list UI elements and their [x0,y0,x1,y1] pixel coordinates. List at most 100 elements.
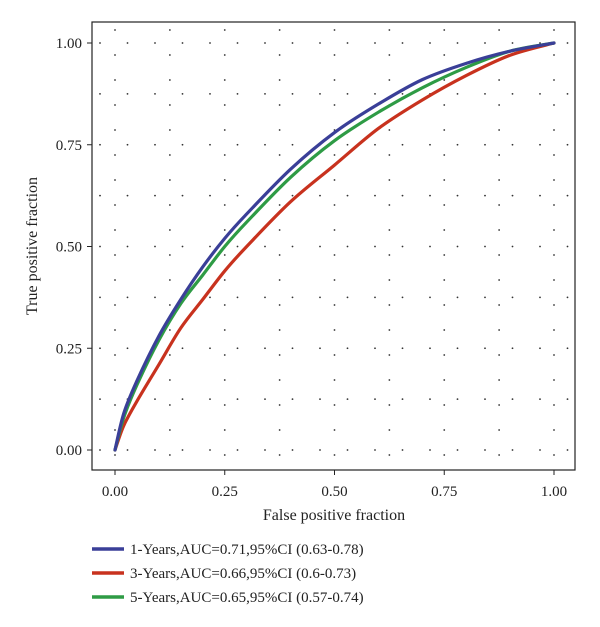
grid-dot [401,92,404,95]
grid-dot [168,429,171,431]
grid-dot [498,229,501,231]
grid-dot [154,398,156,401]
grid-dot [511,245,514,248]
grid-dot [236,398,239,401]
grid-dot [278,379,281,381]
grid-dot [539,42,541,44]
grid-dot [511,398,514,401]
grid-dot [278,54,281,56]
grid-dot [374,42,376,44]
grid-dot [319,347,321,350]
grid-dot [443,54,446,56]
grid-dot [429,143,431,146]
grid-dot [278,279,281,281]
grid-dot [278,229,281,231]
grid-dot [429,42,431,44]
grid-dot [333,154,336,156]
grid-dot [498,254,501,256]
grid-dot [278,204,281,206]
grid-dot [154,194,156,197]
grid-dot [346,42,349,44]
grid-dot [114,29,116,31]
grid-dot [511,143,514,146]
grid-dot [126,194,129,197]
grid-dot [456,92,459,95]
grid-dot [333,304,336,306]
grid-dot [168,254,171,256]
grid-dot [553,29,555,31]
grid-dot [429,296,431,299]
grid-dot [443,229,446,231]
grid-dot [333,229,336,231]
grid-dot [114,304,116,306]
grid-dot [388,429,391,431]
grid-dot [333,404,336,406]
grid-dot [374,143,376,146]
grid-dot [388,229,391,231]
grid-dot [443,304,446,306]
grid-dot [429,398,431,401]
grid-dot [114,429,116,431]
legend-label: 1-Years,AUC=0.71,95%CI (0.63-0.78) [130,542,364,558]
grid-dot [346,347,349,350]
grid-dot [346,92,349,95]
grid-dot [114,379,116,381]
grid-dot [168,104,171,106]
grid-dot [114,279,116,281]
grid-dots [99,29,569,456]
grid-dot [456,296,459,299]
grid-dot [484,42,486,44]
grid-dot [154,449,156,451]
grid-dot [168,304,171,306]
grid-dot [374,92,376,95]
grid-dot [291,398,294,401]
grid-dot [154,296,156,299]
grid-dot [278,454,281,456]
grid-dot [346,143,349,146]
grid-dot [443,104,446,106]
grid-dot [168,329,171,331]
grid-dot [401,449,404,451]
grid-dot [278,254,281,256]
grid-dot [291,143,294,146]
grid-dot [181,245,184,248]
grid-dot [388,29,391,31]
series-line-1 [113,41,556,452]
grid-dot [168,354,171,356]
grid-dot [456,449,459,451]
series-line-2 [113,41,556,452]
grid-dot [498,129,501,131]
grid-dot [346,194,349,197]
grid-dot [539,92,541,95]
grid-dot [553,354,555,356]
grid-dot [374,245,376,248]
grid-dot [456,245,459,248]
grid-dot [374,398,376,401]
grid-dot [388,79,391,81]
grid-dot [388,304,391,306]
grid-dot [553,104,555,106]
grid-dot [236,296,239,299]
grid-dot [484,245,486,248]
grid-dot [443,79,446,81]
grid-dot [126,296,129,299]
grid-dot [566,92,569,95]
y-axis: 0.00 0.25 0.50 0.75 1.00 [56,36,92,459]
grid-dot [114,154,116,156]
grid-dot [498,29,501,31]
grid-dot [209,449,211,451]
grid-dot [333,179,336,181]
x-tick-label: 0.50 [321,484,347,500]
grid-dot [553,154,555,156]
grid-dot [553,279,555,281]
grid-dot [236,42,239,44]
grid-dot [319,398,321,401]
grid-dot [236,449,239,451]
grid-dot [456,143,459,146]
grid-dot [333,254,336,256]
grid-dot [236,194,239,197]
grid-dot [374,449,376,451]
grid-dot [443,179,446,181]
legend: 1-Years,AUC=0.71,95%CI (0.63-0.78) 3-Year… [92,542,364,606]
grid-dot [126,42,129,44]
